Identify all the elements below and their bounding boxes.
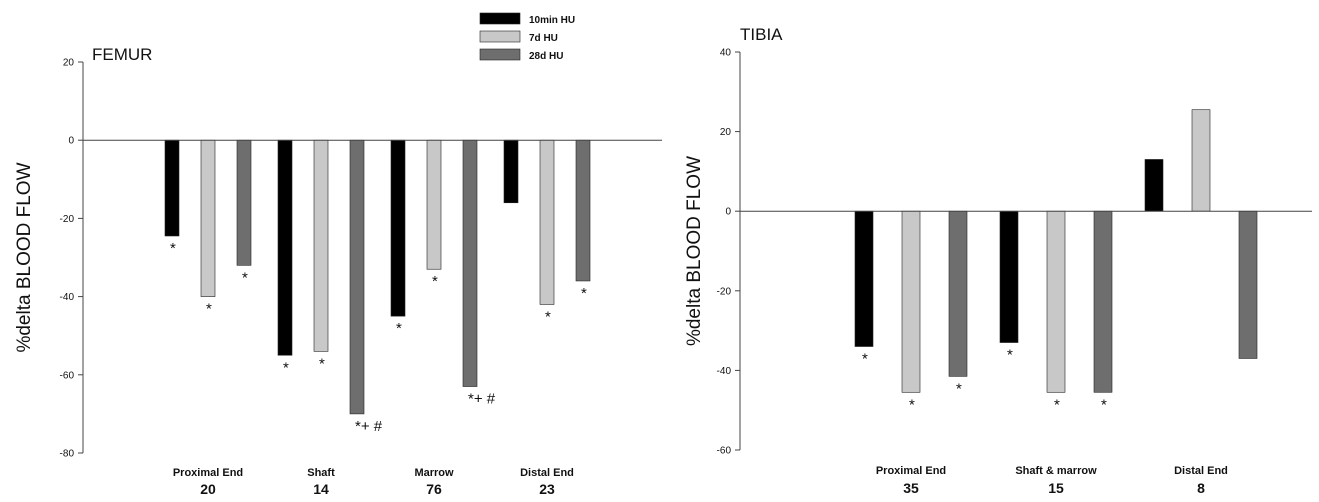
bar: [948, 210, 968, 377]
bar-annotation: *: [319, 355, 325, 372]
bar: [236, 139, 252, 266]
bar: [200, 139, 216, 297]
x-tick-label: Shaft & marrow: [1015, 465, 1097, 477]
bar-annotation: *: [581, 285, 587, 302]
bar-annotation: *: [956, 380, 962, 397]
bar-annotation: *+ #: [468, 391, 496, 408]
legend-label: 10min HU: [529, 15, 575, 26]
y-tick-label: -20: [60, 214, 75, 225]
bar-annotation: *: [1007, 347, 1013, 364]
tibia-chart: TIBIA %delta BLOOD FLOW 40 20 0 -20 -40 -60 * * * P…: [684, 25, 1312, 496]
bar: [313, 139, 329, 352]
y-axis-label: %delta BLOOD FLOW: [14, 162, 35, 352]
femur-chart: FEMUR %delta BLOOD FLOW 20 0 -20 -40 -60 -80 * * *…: [14, 45, 662, 497]
bar: [277, 139, 293, 356]
bar-annotation: *: [242, 269, 248, 286]
x-tick-label: Proximal End: [876, 465, 946, 477]
category-count: 23: [539, 481, 555, 497]
category-count: 35: [903, 480, 919, 496]
y-tick-label: -60: [60, 370, 75, 381]
y-tick-label: -40: [60, 292, 75, 303]
bar: [462, 139, 478, 387]
bar-annotation: *: [170, 240, 176, 257]
bar: [390, 139, 406, 317]
bar-annotation: *: [909, 396, 915, 413]
bar: [349, 139, 365, 415]
legend-swatch: [479, 48, 521, 61]
chart-title: TIBIA: [740, 25, 783, 44]
bar: [1238, 210, 1258, 359]
bar-annotation: *: [1054, 396, 1060, 413]
bar: [164, 139, 180, 237]
legend-swatch: [479, 30, 521, 43]
bar-annotation: *: [545, 308, 551, 325]
x-tick-label: Marrow: [414, 467, 454, 479]
x-tick-label: Shaft: [307, 467, 335, 479]
category-count: 14: [313, 481, 329, 497]
category-count: 20: [200, 481, 216, 497]
bar-annotation: *: [432, 273, 438, 290]
y-tick-label: 0: [68, 136, 74, 147]
bar-annotation: *+ #: [355, 418, 383, 435]
y-tick-label: 20: [63, 58, 75, 69]
chart-title: FEMUR: [92, 45, 152, 64]
x-tick-label: Distal End: [520, 467, 574, 479]
legend-swatch: [479, 12, 521, 25]
x-tick-label: Distal End: [1174, 465, 1228, 477]
bar: [1046, 210, 1066, 393]
bar-annotation: *: [396, 320, 402, 337]
bar-annotation: *: [206, 301, 212, 318]
category-count: 8: [1197, 480, 1205, 496]
bar: [1144, 159, 1164, 212]
legend-label: 7d HU: [529, 33, 558, 44]
bar: [539, 139, 555, 305]
bar-annotation: *: [1101, 396, 1107, 413]
bar: [1191, 109, 1211, 212]
bar: [999, 210, 1019, 343]
bar-annotation: *: [283, 359, 289, 376]
y-tick-label: 20: [720, 127, 732, 138]
category-count: 15: [1048, 480, 1064, 496]
bar: [1093, 210, 1113, 393]
y-tick-label: -80: [60, 449, 75, 460]
category-count: 76: [426, 481, 442, 497]
y-axis-label: %delta BLOOD FLOW: [684, 156, 705, 346]
legend-label: 28d HU: [529, 51, 563, 62]
bar-annotation: *: [862, 351, 868, 368]
bar: [575, 139, 591, 282]
legend: 10min HU 7d HU 28d HU: [479, 12, 575, 62]
bar: [901, 210, 921, 393]
y-tick-label: -20: [717, 286, 732, 297]
bar: [503, 139, 519, 204]
y-tick-label: -40: [717, 366, 732, 377]
y-tick-label: 40: [720, 48, 732, 59]
y-tick-label: 0: [725, 207, 731, 218]
bar: [426, 139, 442, 270]
x-tick-label: Proximal End: [173, 467, 243, 479]
y-tick-label: -60: [717, 446, 732, 457]
bar: [854, 210, 874, 347]
